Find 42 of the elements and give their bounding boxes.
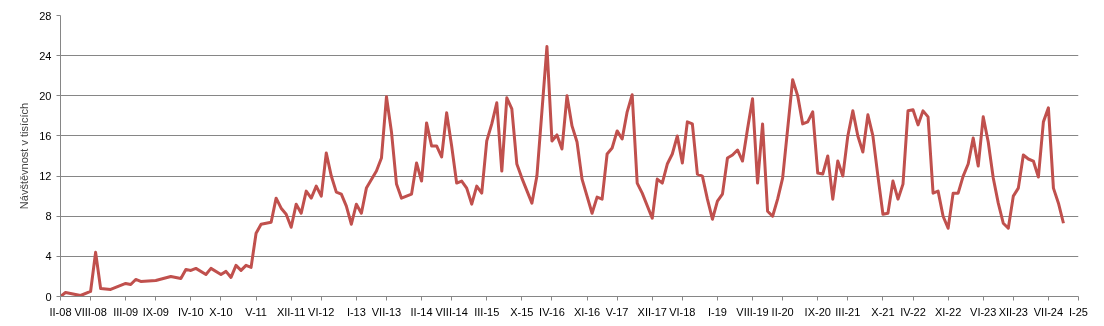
x-tick-label: III-09: [113, 305, 139, 318]
y-tick-label: 24: [39, 49, 52, 62]
y-tick-label: 20: [39, 89, 52, 102]
y-tick-label: 0: [45, 290, 52, 303]
x-tick-label: VII-24: [1033, 305, 1064, 318]
x-tick-label: IV-16: [539, 305, 565, 318]
x-tick-label: I-19: [707, 305, 727, 318]
x-tick-label: V-11: [245, 305, 267, 318]
x-tick-label: VII-13: [371, 305, 402, 318]
x-tick-label: III-15: [474, 305, 500, 318]
x-tick-label: I-13: [346, 305, 366, 318]
x-tick-label: II-14: [410, 305, 433, 318]
y-tick-label: 16: [39, 129, 52, 142]
x-tick-label: IX-09: [142, 305, 169, 318]
x-tick-label: XII-17: [637, 305, 667, 318]
x-tick-label: II-20: [771, 305, 794, 318]
x-tick-label: X-15: [510, 305, 534, 318]
y-tick-label: 12: [39, 170, 52, 183]
x-tick-label: IV-10: [178, 305, 204, 318]
x-tick-label: X-10: [209, 305, 233, 318]
x-tick-label: IX-20: [804, 305, 831, 318]
x-tick-label: XII-23: [998, 305, 1028, 318]
x-tick-label: VI-18: [669, 305, 696, 318]
x-tick-label: VIII-19: [736, 305, 769, 318]
x-tick-label: III-21: [835, 305, 861, 318]
y-axis-title: Návštěvnost v tisících: [18, 102, 31, 210]
x-tick-label: XI-16: [573, 305, 601, 318]
x-tick-label: V-17: [605, 305, 629, 318]
y-tick-label: 4: [45, 250, 52, 263]
x-tick-label: I-25: [1069, 305, 1088, 318]
x-tick-label: II-08: [49, 305, 72, 318]
x-tick-label: XI-22: [934, 305, 962, 318]
x-tick-label: XII-11: [276, 305, 306, 318]
line-series: [60, 45, 1065, 297]
x-tick-label: X-21: [871, 305, 895, 318]
y-tick-label: 8: [45, 210, 52, 223]
x-tick-label: VIII-14: [435, 305, 468, 318]
x-tick-label: VI-12: [308, 305, 335, 318]
y-tick-label: 28: [39, 9, 52, 22]
x-tick-label: IV-22: [900, 305, 926, 318]
x-tick-label: VIII-08: [74, 305, 107, 318]
x-tick-label: VI-23: [970, 305, 997, 318]
